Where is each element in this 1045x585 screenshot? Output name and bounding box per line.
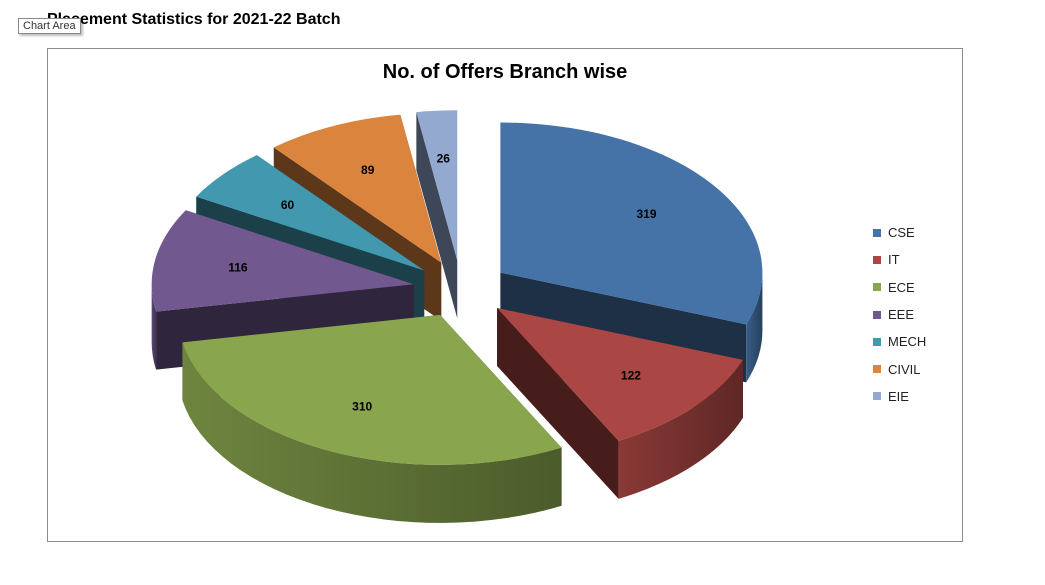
legend-item-eie: EIE xyxy=(873,383,926,410)
data-label-civil: 89 xyxy=(361,163,375,177)
pie-slice-it[interactable] xyxy=(497,308,743,441)
data-label-mech: 60 xyxy=(281,198,295,212)
chart-area[interactable]: No. of Offers Branch wise 26 89 60 319 116 12… xyxy=(47,48,963,542)
legend-swatch xyxy=(873,337,881,346)
legend-swatch xyxy=(873,283,881,292)
pie-slice-civil[interactable] xyxy=(273,114,442,263)
pie-slice-mech[interactable] xyxy=(196,155,425,271)
chart-title: No. of Offers Branch wise xyxy=(382,61,628,83)
legend-label: MECH xyxy=(888,334,927,350)
legend-item-eee: EEE xyxy=(873,301,926,328)
legend-item-civil: CIVIL xyxy=(873,355,926,382)
legend-label: ECE xyxy=(888,279,915,295)
data-label-eie: 26 xyxy=(437,152,451,166)
legend-item-mech: MECH xyxy=(873,328,926,355)
legend-label: EIE xyxy=(888,388,909,404)
legend-label: IT xyxy=(888,252,900,268)
legend-label: EEE xyxy=(888,307,915,323)
legend-label: CIVIL xyxy=(888,361,921,377)
data-label-cse: 319 xyxy=(636,207,656,221)
pie-slice-eie[interactable] xyxy=(416,110,458,261)
pie-slice-eee[interactable] xyxy=(151,210,414,312)
legend-swatch xyxy=(873,255,881,264)
pie-slice-cse[interactable] xyxy=(500,122,763,325)
page-heading: Placement Statistics for 2021-22 Batch xyxy=(47,11,341,28)
legend-swatch xyxy=(873,392,881,401)
data-label-eee: 116 xyxy=(228,260,248,274)
legend-swatch xyxy=(873,365,881,374)
legend-label: CSE xyxy=(888,225,915,241)
legend-swatch xyxy=(873,228,881,237)
pie-chart[interactable]: 26 89 60 319 116 122 310 xyxy=(48,49,962,541)
chart-legend: CSE IT ECE EEE MECH CIVIL EIE xyxy=(873,219,926,410)
legend-item-it: IT xyxy=(873,246,926,273)
data-label-it: 122 xyxy=(621,368,641,382)
pie-wall-eie xyxy=(416,112,458,319)
legend-swatch xyxy=(873,310,881,319)
pie-slice-ece[interactable] xyxy=(182,314,562,465)
legend-item-ece: ECE xyxy=(873,274,926,301)
legend-item-cse: CSE xyxy=(873,219,926,246)
chart-area-tooltip: Chart Area xyxy=(18,18,81,34)
data-label-ece: 310 xyxy=(352,400,372,414)
